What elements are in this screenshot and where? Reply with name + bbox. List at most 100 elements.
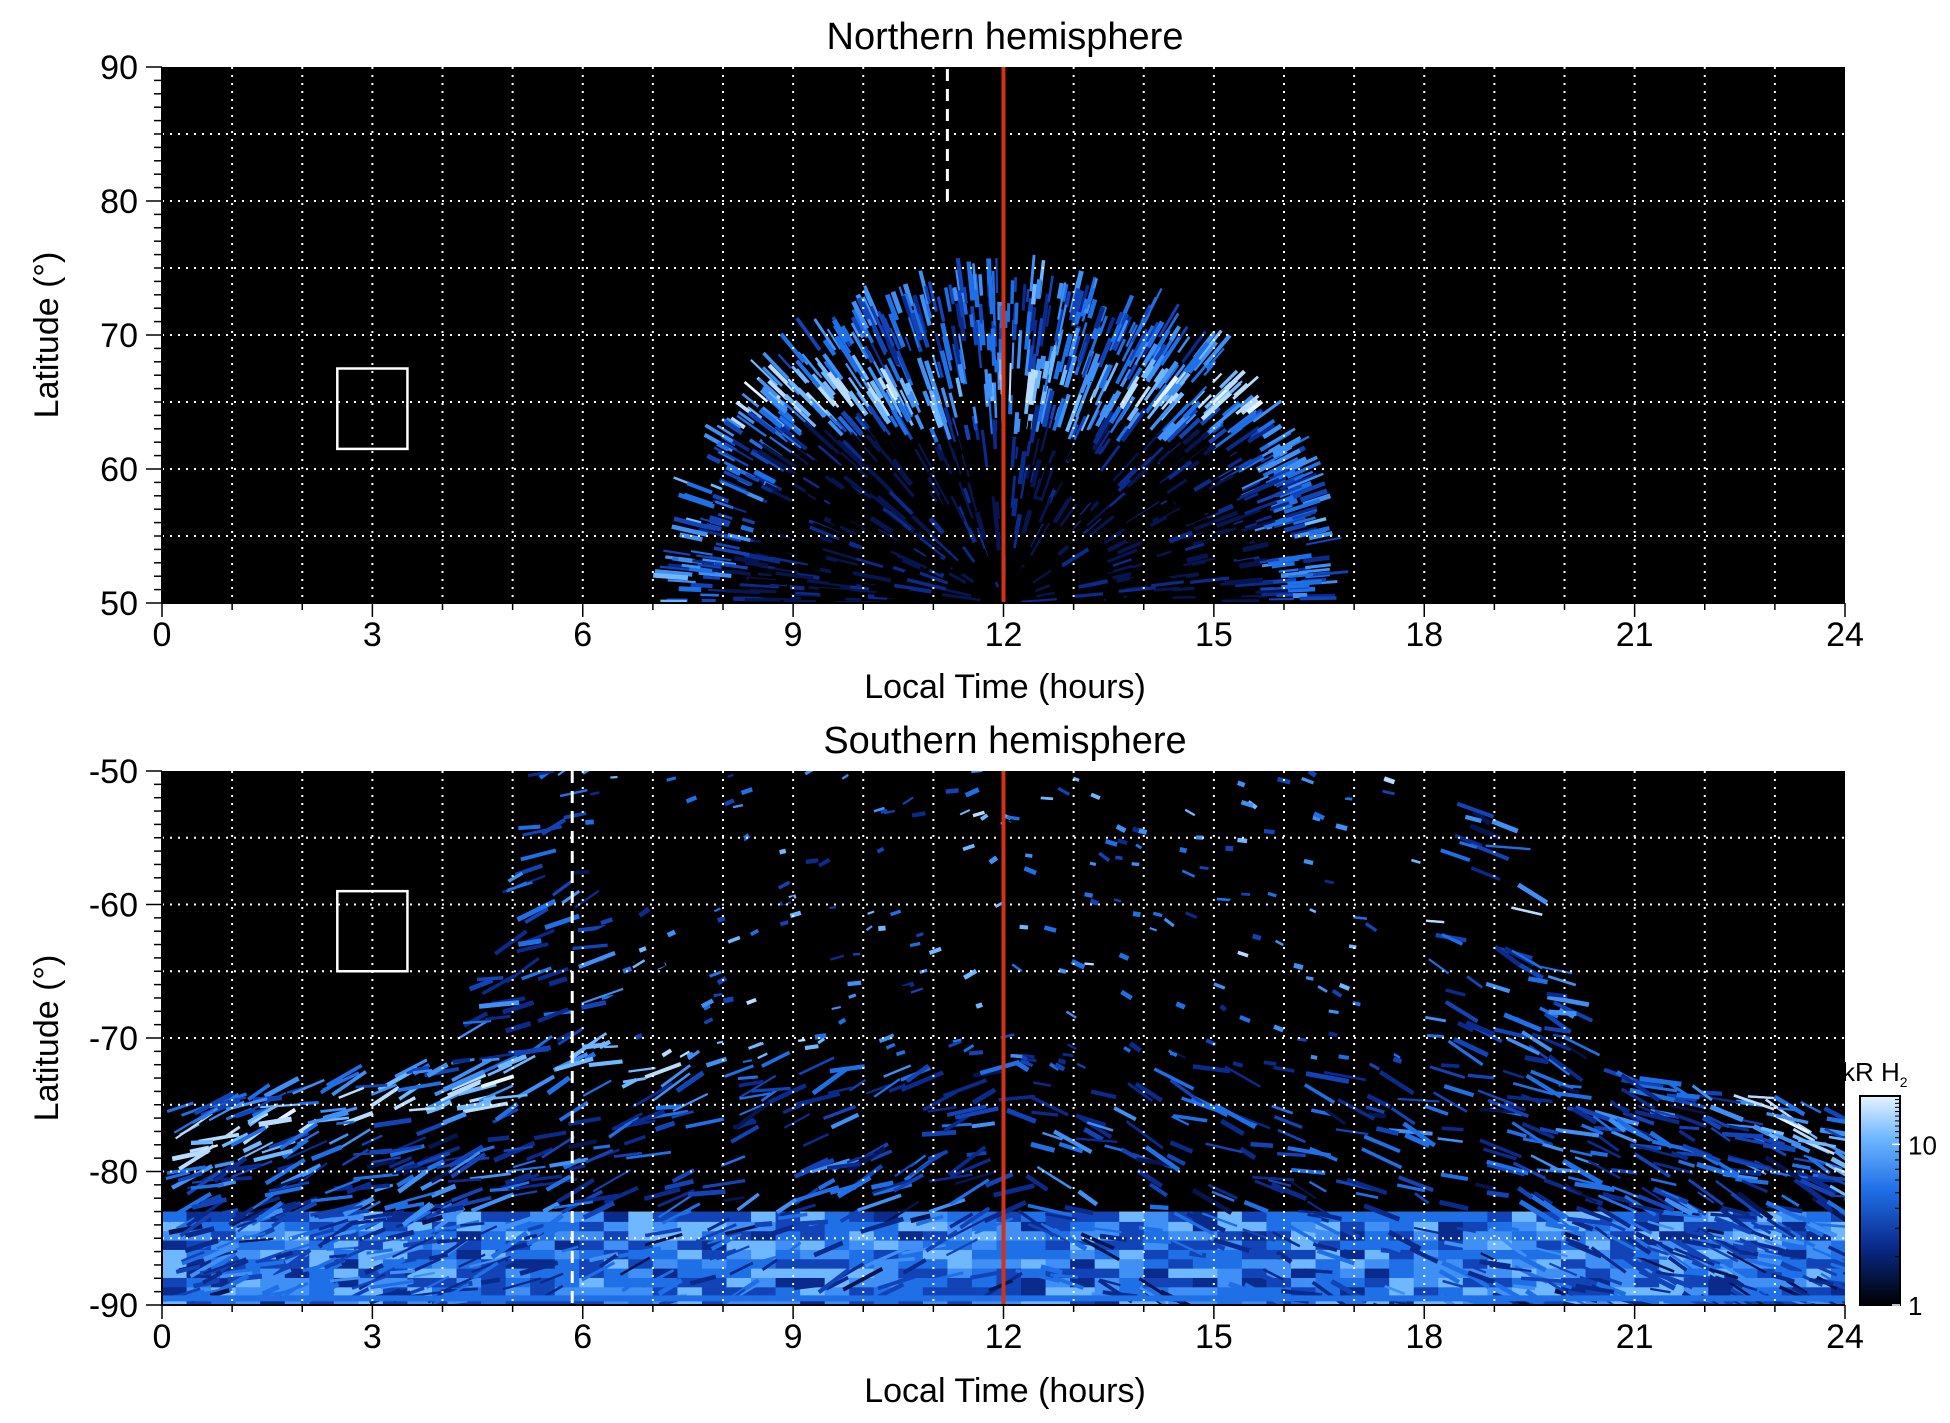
emission-streak	[744, 560, 769, 569]
emission-streak	[1236, 552, 1261, 561]
emission-streak	[793, 1157, 835, 1179]
emission-streak	[879, 430, 899, 457]
emission-streak	[570, 1038, 599, 1060]
emission-streak	[1134, 317, 1147, 336]
emission-streak	[997, 427, 1002, 463]
emission-streak	[1044, 1212, 1078, 1221]
emission-streak	[191, 1197, 227, 1210]
emission-cell	[1487, 1267, 1513, 1278]
emission-streak	[730, 1124, 760, 1144]
emission-streak	[1654, 1109, 1680, 1120]
emission-streak	[940, 322, 953, 362]
emission-streak	[581, 771, 590, 775]
emission-streak	[1792, 1163, 1811, 1171]
emission-cell	[579, 1286, 605, 1297]
emission-streak	[625, 771, 636, 781]
emission-streak	[1126, 362, 1139, 380]
emission-cell	[162, 1286, 188, 1297]
emission-streak	[811, 1066, 848, 1096]
emission-cell	[505, 1230, 531, 1241]
emission-streak	[1032, 569, 1052, 584]
emission-cell	[333, 1267, 360, 1278]
emission-streak	[716, 441, 730, 452]
emission-cell	[579, 1267, 605, 1278]
emission-streak	[1619, 1215, 1653, 1235]
emission-cell	[1806, 1267, 1832, 1278]
emission-streak	[1273, 1024, 1284, 1033]
emission-streak	[1438, 1269, 1461, 1284]
emission-streak	[1053, 360, 1062, 380]
emission-cell	[947, 1239, 973, 1250]
emission-streak	[1564, 1183, 1597, 1204]
emission-streak	[1013, 277, 1018, 293]
emission-streak	[567, 1116, 602, 1127]
emission-cell	[554, 1258, 580, 1269]
emission-streak	[1178, 512, 1206, 528]
emission-streak	[1277, 1151, 1306, 1158]
emission-streak	[192, 1277, 221, 1289]
emission-streak	[1411, 990, 1421, 995]
emission-streak	[405, 1065, 430, 1075]
emission-streak	[1006, 815, 1020, 821]
emission-streak	[910, 987, 924, 994]
emission-streak	[905, 595, 935, 602]
emission-streak	[923, 285, 932, 304]
emission-streak	[793, 1282, 817, 1291]
emission-cell	[922, 1230, 949, 1241]
emission-streak	[871, 1178, 912, 1195]
emission-streak	[878, 313, 895, 347]
emission-streak	[791, 473, 825, 496]
emission-streak	[919, 571, 949, 585]
emission-streak	[1828, 1135, 1845, 1141]
emission-streak	[1015, 446, 1019, 460]
emission-cell	[1364, 1248, 1390, 1260]
emission-streak	[1829, 1184, 1845, 1197]
emission-streak	[1119, 407, 1148, 443]
x-tick-label: 15	[1195, 616, 1233, 654]
emission-streak	[1489, 1265, 1532, 1273]
emission-streak	[1012, 566, 1025, 586]
emission-streak	[632, 1082, 674, 1108]
emission-streak	[315, 1231, 336, 1240]
emission-cell	[1659, 1258, 1685, 1269]
emission-streak	[989, 544, 997, 567]
emission-cell	[579, 1248, 605, 1260]
emission-streak	[948, 392, 958, 418]
emission-streak	[1311, 1280, 1348, 1305]
emission-streak	[825, 1275, 850, 1291]
emission-streak	[504, 1172, 532, 1185]
emission-streak	[840, 325, 855, 345]
emission-streak	[1053, 1129, 1093, 1154]
emission-cell	[1659, 1239, 1685, 1250]
emission-cell	[1708, 1248, 1734, 1260]
emission-streak	[1055, 803, 1066, 811]
emission-streak	[789, 434, 808, 451]
emission-streak	[1017, 450, 1027, 485]
emission-streak	[1284, 484, 1303, 494]
emission-cell	[1659, 1267, 1685, 1278]
emission-streak	[702, 1179, 746, 1189]
emission-streak	[1098, 970, 1108, 976]
emission-streak	[1513, 1284, 1536, 1291]
emission-streak	[1225, 815, 1232, 821]
emission-streak	[1590, 1246, 1627, 1274]
emission-streak	[962, 545, 976, 563]
emission-streak	[1502, 1069, 1525, 1079]
emission-streak	[932, 1271, 964, 1282]
emission-streak	[1090, 792, 1101, 800]
emission-streak	[1826, 1116, 1845, 1124]
emission-streak	[1130, 495, 1165, 521]
emission-streak	[846, 771, 853, 775]
emission-cell	[800, 1211, 826, 1222]
emission-streak	[652, 1072, 691, 1102]
emission-streak	[1118, 586, 1156, 593]
emission-streak	[1201, 800, 1211, 805]
emission-streak	[839, 525, 857, 536]
emission-streak	[513, 1045, 552, 1057]
emission-streak	[1797, 1138, 1825, 1146]
emission-streak	[1287, 579, 1322, 587]
y-tick-label: -80	[89, 1154, 138, 1192]
emission-streak	[1043, 925, 1057, 933]
emission-cell	[1634, 1248, 1660, 1260]
emission-streak	[507, 881, 533, 892]
